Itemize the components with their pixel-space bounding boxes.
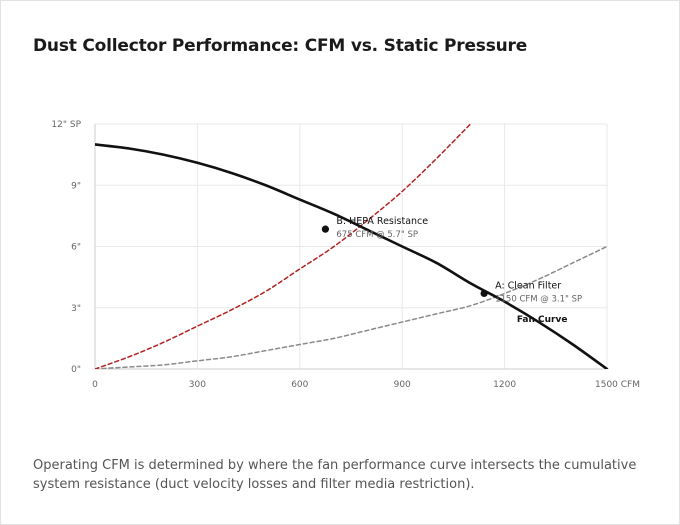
- operating-point-value: 1150 CFM @ 3.1" SP: [495, 294, 582, 304]
- operating-point-label: B: HEPA Resistance: [336, 216, 428, 227]
- y-tick-label: 0": [71, 365, 81, 375]
- x-tick-label: 1200: [493, 380, 516, 390]
- chart-caption: Operating CFM is determined by where the…: [33, 458, 637, 492]
- performance-chart: 0 300 600 900 1200 1500 CFM 0" 3" 6" 9" 12" SP B: …: [51, 120, 640, 390]
- operating-point-value: 675 CFM @ 5.7" SP: [336, 230, 418, 240]
- y-tick-label: 9": [71, 181, 81, 191]
- y-tick-label: 6": [71, 243, 81, 253]
- fan-curve: [95, 143, 609, 369]
- clean-curve: [95, 245, 608, 369]
- y-tick-label: 12" SP: [51, 120, 81, 130]
- chart-title: Dust Collector Performance: CFM vs. Stat…: [33, 36, 528, 56]
- x-tick-label: 600: [291, 380, 308, 390]
- x-tick-label: 1500 CFM: [595, 380, 640, 390]
- x-tick-label: 0: [92, 380, 98, 390]
- x-tick-label: 300: [189, 380, 206, 390]
- hepa-curve: [95, 123, 472, 369]
- y-tick-label: 3": [71, 304, 81, 314]
- operating-point-label: A: Clean Filter: [495, 280, 561, 291]
- operating-point-marker: [480, 289, 488, 298]
- fan-curve-label: Fan Curve: [517, 315, 568, 325]
- operating-point-marker: [321, 225, 329, 233]
- x-tick-label: 900: [394, 380, 411, 390]
